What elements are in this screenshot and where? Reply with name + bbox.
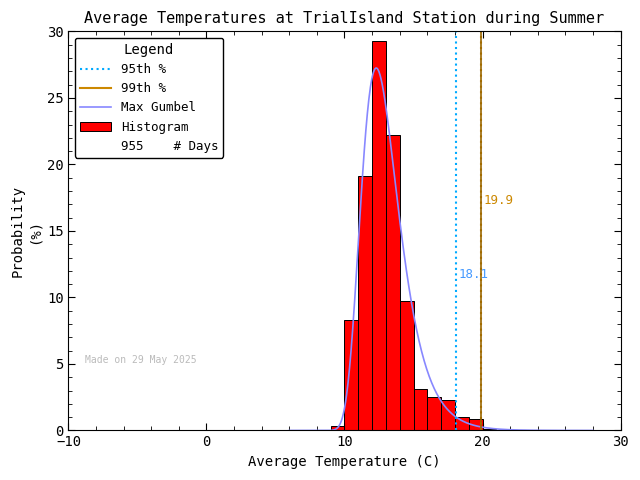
Bar bbox=[428, 397, 441, 431]
Bar bbox=[358, 177, 372, 431]
Bar bbox=[344, 320, 358, 431]
X-axis label: Average Temperature (C): Average Temperature (C) bbox=[248, 455, 441, 469]
Bar bbox=[413, 389, 428, 431]
Bar bbox=[441, 400, 455, 431]
Bar bbox=[496, 430, 510, 431]
Legend: 95th %, 99th %, Max Gumbel, Histogram, 955    # Days: 95th %, 99th %, Max Gumbel, Histogram, 9… bbox=[75, 38, 223, 158]
Text: 19.9: 19.9 bbox=[483, 194, 513, 207]
Title: Average Temperatures at TrialIsland Station during Summer: Average Temperatures at TrialIsland Stat… bbox=[84, 11, 605, 26]
Y-axis label: Probability
(%): Probability (%) bbox=[11, 185, 42, 277]
Bar bbox=[372, 41, 386, 431]
Bar bbox=[400, 301, 413, 431]
Bar bbox=[483, 429, 496, 431]
Bar bbox=[331, 427, 344, 431]
Bar bbox=[386, 135, 400, 431]
Text: Made on 29 May 2025: Made on 29 May 2025 bbox=[85, 355, 196, 365]
Text: 18.1: 18.1 bbox=[458, 267, 488, 280]
Bar bbox=[468, 419, 483, 431]
Bar bbox=[455, 417, 468, 431]
